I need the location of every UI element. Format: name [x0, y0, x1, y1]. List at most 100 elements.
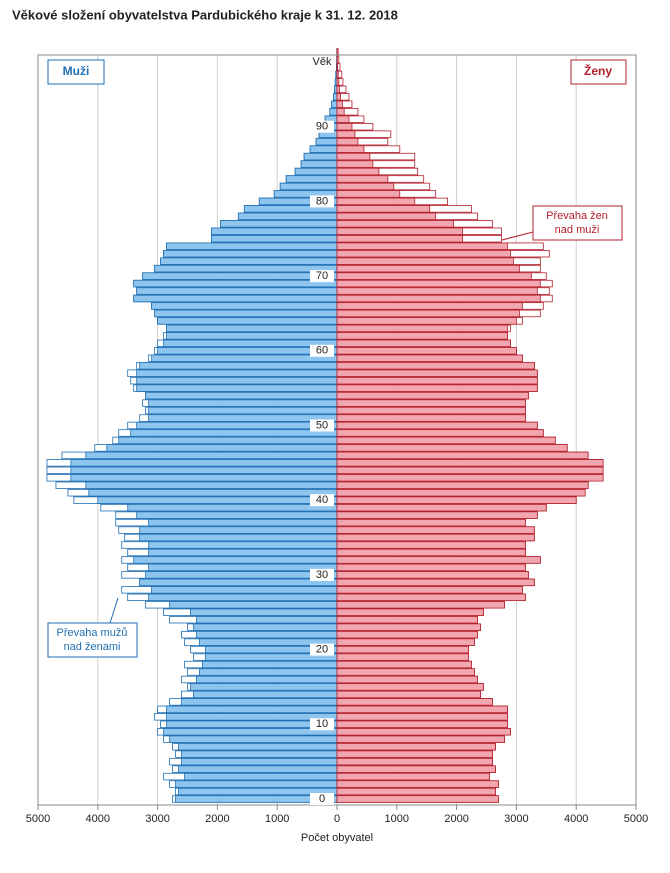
- male-common-bar: [181, 757, 338, 766]
- legend-label: Muži: [63, 64, 90, 78]
- male-common-bar: [166, 242, 338, 250]
- male-common-bar: [166, 324, 338, 333]
- male-common-bar: [315, 137, 338, 146]
- male-common-bar: [136, 376, 338, 385]
- female-common-bar: [336, 638, 475, 646]
- female-common-bar: [336, 167, 380, 176]
- male-common-bar: [133, 279, 338, 288]
- male-common-bar: [151, 354, 338, 362]
- male-common-bar: [333, 93, 338, 101]
- female-common-bar: [336, 593, 526, 602]
- annotation-box: [532, 205, 623, 241]
- male-common-bar: [331, 100, 338, 108]
- annotation: nad ženami: [64, 641, 121, 653]
- female-common-bar: [336, 571, 529, 579]
- male-common-bar: [181, 698, 338, 706]
- y-tick-label: 20: [316, 644, 328, 656]
- female-common-bar: [336, 362, 535, 370]
- male-common-bar: [85, 451, 338, 460]
- female-common-bar: [336, 660, 472, 669]
- male-common-bar: [148, 406, 338, 415]
- female-common-bar: [336, 70, 339, 79]
- male-common-bar: [148, 414, 338, 422]
- female-common-bar: [336, 309, 520, 318]
- male-common-bar: [148, 518, 338, 527]
- female-common-bar: [336, 294, 541, 303]
- male-common-bar: [199, 668, 338, 676]
- male-common-bar: [196, 675, 338, 684]
- male-common-bar: [145, 571, 338, 579]
- annotation-leader: [501, 231, 534, 241]
- y-label-bg: [310, 270, 334, 283]
- female-common-bar: [336, 518, 526, 527]
- female-common-bar: [336, 743, 496, 751]
- annotation: nad muži: [555, 224, 600, 236]
- female-common-bar: [336, 332, 508, 340]
- x-tick-label: 1000: [385, 813, 409, 825]
- chart-title: Věkové složení obyvatelstva Pardubického…: [12, 7, 398, 22]
- female-common-bar: [336, 100, 343, 108]
- x-tick-label: 4000: [86, 813, 110, 825]
- y-tick-label: 50: [316, 419, 328, 431]
- female-common-bar: [336, 548, 526, 557]
- male-common-bar: [151, 302, 338, 310]
- female-common-bar: [336, 563, 526, 572]
- male-common-bar: [303, 152, 338, 161]
- female-common-bar: [336, 608, 484, 616]
- y-label-bg: [310, 568, 334, 581]
- female-common-bar: [336, 481, 589, 489]
- female-common-bar: [336, 302, 523, 310]
- male-common-bar: [136, 384, 338, 392]
- male-common-bar: [133, 294, 338, 303]
- male-common-bar: [160, 257, 338, 265]
- male-common-bar: [196, 616, 338, 624]
- female-common-bar: [336, 720, 508, 728]
- female-common-bar: [336, 601, 505, 609]
- female-common-bar: [336, 145, 365, 153]
- y-tick-label: 60: [316, 345, 328, 357]
- male-common-bar: [181, 750, 338, 758]
- female-common-bar: [336, 264, 520, 273]
- female-common-bar: [336, 242, 508, 250]
- female-common-bar: [336, 653, 469, 661]
- female-common-bar: [336, 190, 401, 198]
- x-tick-label: 0: [334, 813, 340, 825]
- male-common-bar: [148, 548, 338, 557]
- x-tick-label: 2000: [444, 813, 468, 825]
- x-tick-label: 5000: [26, 813, 50, 825]
- y-axis-title: Věk: [313, 56, 332, 68]
- male-common-bar: [70, 459, 338, 467]
- male-common-bar: [97, 496, 338, 504]
- female-common-bar: [336, 668, 475, 676]
- female-common-bar: [336, 414, 526, 422]
- male-common-bar: [139, 362, 338, 370]
- legend-box: [47, 59, 105, 85]
- female-common-bar: [336, 399, 526, 407]
- male-common-bar: [279, 182, 338, 191]
- male-common-bar: [154, 309, 338, 318]
- y-tick-label: 10: [316, 718, 328, 730]
- female-common-bar: [336, 108, 345, 116]
- male-common-bar: [127, 503, 338, 512]
- female-common-bar: [336, 556, 541, 564]
- female-common-bar: [336, 406, 526, 415]
- plot-frame: [37, 54, 637, 806]
- x-tick-label: 2000: [205, 813, 229, 825]
- annotation: Převaha mužů: [57, 627, 128, 639]
- female-common-bar: [336, 675, 478, 684]
- x-tick-label: 1000: [265, 813, 289, 825]
- female-common-bar: [336, 227, 463, 235]
- female-common-bar: [336, 197, 416, 206]
- y-label-bg: [310, 494, 334, 507]
- male-common-bar: [145, 391, 338, 400]
- x-tick-label: 3000: [504, 813, 528, 825]
- female-common-bar: [336, 63, 338, 71]
- y-label-bg: [310, 344, 334, 357]
- female-common-bar: [336, 279, 541, 288]
- male-common-bar: [85, 481, 338, 489]
- annotation: Převaha žen: [546, 210, 608, 222]
- y-label-bg: [310, 419, 334, 432]
- male-common-bar: [294, 167, 338, 176]
- y-tick-label: 40: [316, 494, 328, 506]
